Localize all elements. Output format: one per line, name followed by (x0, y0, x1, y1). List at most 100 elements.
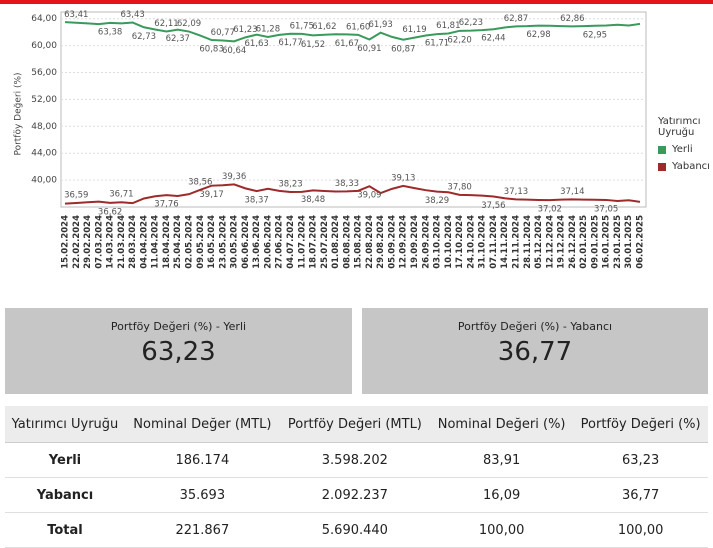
data-label: 37,76 (154, 200, 178, 210)
x-tick-label: 11.07.2024 (297, 215, 307, 269)
x-tick-label: 02.01.2025 (579, 215, 589, 269)
table-cell: Total (5, 512, 125, 548)
data-label: 61,81 (436, 21, 460, 31)
data-label: 62,11 (154, 19, 178, 29)
y-tick-label: 48,00 (31, 122, 57, 132)
x-tick-label: 25.07.2024 (320, 215, 330, 269)
x-tick-label: 21.03.2024 (117, 215, 127, 269)
x-tick-label: 22.02.2024 (72, 215, 82, 269)
data-label: 61,62 (312, 22, 336, 32)
table-cell: 5.690.440 (279, 512, 430, 548)
data-label: 37,02 (538, 205, 562, 215)
data-label: 62,37 (166, 34, 190, 44)
x-tick-label: 23.01.2025 (613, 215, 623, 269)
x-tick-label: 06.02.2025 (636, 215, 646, 269)
x-tick-label: 14.11.2024 (500, 215, 510, 269)
data-label: 37,14 (560, 187, 584, 197)
data-label: 60,87 (391, 44, 415, 54)
table-row: Yabancı 35.693 2.092.237 16,09 36,77 (5, 477, 708, 513)
x-tick-label: 09.01.2025 (590, 215, 600, 269)
legend-title: Yatırımcı Uyruğu (658, 116, 701, 138)
data-label: 63,38 (98, 27, 122, 37)
table-header-cell: Portföy Değeri (%) (573, 406, 708, 443)
x-tick-label: 23.05.2024 (218, 215, 228, 269)
y-tick-label: 44,00 (31, 149, 57, 159)
data-label: 62,44 (481, 34, 505, 44)
y-tick-label: 52,00 (31, 95, 57, 105)
table-row: Yerli 186.174 3.598.202 83,91 63,23 (5, 442, 708, 478)
legend-swatch (658, 145, 666, 154)
top-bar (0, 0, 713, 4)
data-label: 62,98 (526, 30, 550, 40)
x-tick-label: 08.08.2024 (342, 215, 352, 269)
data-label: 37,56 (481, 201, 505, 211)
x-tick-label: 26.09.2024 (421, 215, 431, 269)
data-label: 36,71 (109, 190, 133, 200)
data-label: 60,64 (222, 46, 246, 56)
x-tick-label: 19.09.2024 (410, 215, 420, 269)
data-label: 61,71 (425, 39, 449, 49)
x-tick-label: 06.06.2024 (241, 215, 251, 269)
x-tick-label: 27.06.2024 (275, 215, 285, 269)
table-cell: Yerli (5, 442, 125, 478)
data-label: 60,91 (357, 44, 381, 54)
x-tick-label: 05.09.2024 (387, 215, 397, 269)
table-cell: 186.174 (124, 442, 280, 478)
legend-label: Yabancı (672, 161, 710, 172)
data-label: 63,43 (120, 10, 144, 20)
x-tick-label: 12.09.2024 (399, 215, 409, 269)
data-label: 39,09 (357, 191, 381, 201)
data-label: 61,75 (290, 21, 314, 31)
table-cell: 16,09 (429, 477, 574, 513)
legend-item: Yabancı (658, 161, 710, 172)
x-tick-label: 05.12.2024 (534, 215, 544, 269)
x-tick-label: 10.10.2024 (444, 215, 454, 269)
data-label: 36,62 (98, 207, 122, 217)
data-label: 62,09 (177, 19, 201, 29)
table-cell: 100,00 (429, 512, 574, 548)
table-cell: 3.598.202 (279, 442, 430, 478)
data-label: 61,67 (335, 39, 359, 49)
legend-label: Yerli (672, 144, 693, 155)
data-label: 61,28 (256, 25, 280, 35)
data-label: 61,60 (346, 22, 370, 32)
kpi-title: Portföy Değeri (%) - Yabancı (457, 320, 613, 333)
data-label: 38,33 (335, 179, 359, 189)
data-label: 37,05 (594, 204, 618, 214)
x-tick-label: 20.06.2024 (263, 215, 273, 269)
x-tick-label: 03.10.2024 (433, 215, 443, 269)
x-tick-label: 04.07.2024 (286, 215, 296, 269)
x-tick-label: 28.11.2024 (523, 215, 533, 269)
data-label: 37,13 (504, 187, 528, 197)
data-label: 61,19 (402, 25, 426, 35)
x-tick-label: 30.01.2025 (624, 215, 634, 269)
data-label: 38,37 (244, 196, 268, 206)
series-line (64, 21, 641, 43)
data-table: Yatırımcı Uyruğu Nominal Değer (MTL) Portf… (5, 406, 708, 548)
data-label: 62,23 (459, 18, 483, 28)
table-cell: 63,23 (573, 442, 708, 478)
legend: Yatırımcı Uyruğu Yerli Yabancı (658, 116, 710, 172)
x-tick-label: 15.08.2024 (354, 215, 364, 269)
data-label: 39,36 (222, 172, 246, 182)
x-tick-label: 11.04.2024 (151, 215, 161, 269)
data-label: 63,41 (64, 10, 88, 20)
data-label: 61,93 (369, 20, 393, 30)
x-tick-label: 17.10.2024 (455, 215, 465, 269)
x-tick-label: 18.07.2024 (309, 215, 319, 269)
x-tick-label: 29.02.2024 (83, 215, 93, 269)
x-tick-label: 13.06.2024 (252, 215, 262, 269)
x-tick-label: 26.12.2024 (568, 215, 578, 269)
data-label: 39,17 (199, 190, 223, 200)
kpi-title: Portföy Değeri (%) - Yerli (110, 320, 247, 333)
data-label: 61,63 (244, 39, 268, 49)
chart: Portföy Değeri (%) 40,00 44,00 48,00 52,00 5… (14, 10, 647, 269)
table-cell: Yabancı (5, 477, 125, 513)
data-label: 60,77 (211, 28, 235, 38)
x-tick-label: 22.08.2024 (365, 215, 375, 269)
x-tick-label: 18.04.2024 (162, 215, 172, 269)
x-tick-label: 29.08.2024 (376, 215, 386, 269)
x-tick-label: 01.08.2024 (331, 215, 341, 269)
x-tick-label: 21.11.2024 (511, 215, 521, 269)
